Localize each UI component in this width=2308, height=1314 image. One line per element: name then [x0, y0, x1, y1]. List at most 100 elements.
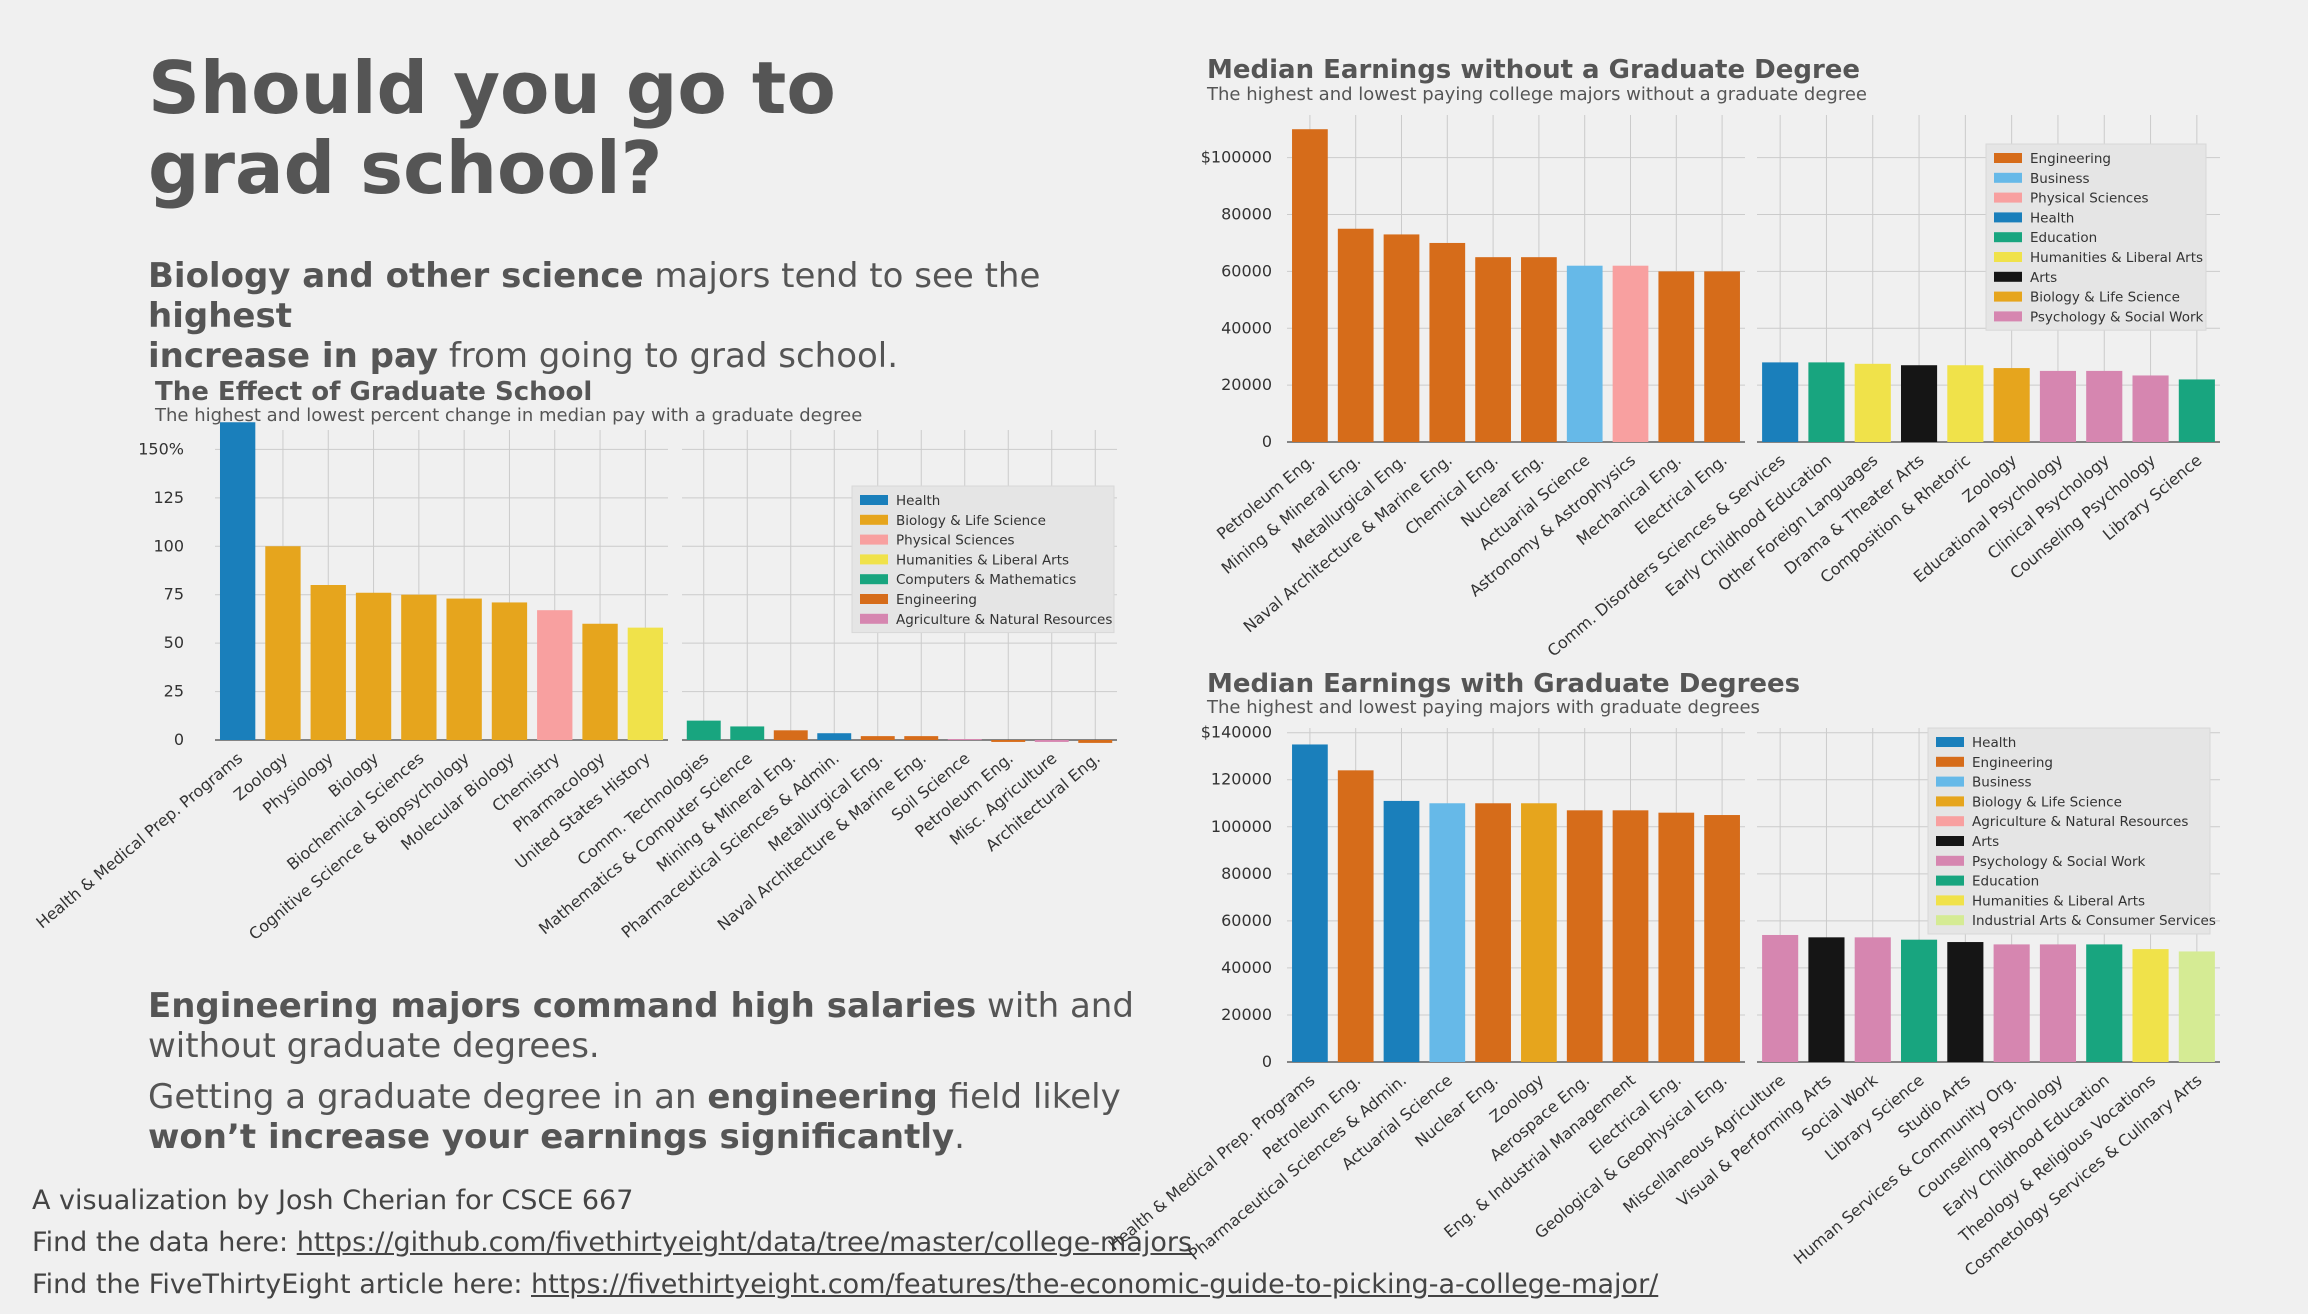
effect-bar [686, 720, 721, 740]
grad-bar [1900, 939, 1938, 1062]
nograd-subtitle: The highest and lowest paying college ma… [1206, 84, 1867, 105]
effect-legend-swatch [860, 495, 888, 505]
nograd-legend-label: Psychology & Social Work [2030, 309, 2204, 325]
nograd-bar [2132, 375, 2169, 442]
grad-legend-swatch [1936, 796, 1964, 807]
p1-text-1: majors tend to see the [643, 256, 1041, 296]
nograd-ytick-label: 20000 [1221, 375, 1272, 394]
grad-ytick-label: 80000 [1221, 864, 1272, 883]
effect-legend-swatch [860, 574, 888, 585]
nograd-ytick-label: 80000 [1221, 205, 1272, 224]
grad-bar [1854, 937, 1891, 1062]
nograd-legend-label: Arts [2030, 270, 2057, 286]
grad-ytick-label: $140000 [1201, 723, 1272, 742]
paragraph-engineering: Engineering majors command high salaries… [148, 986, 1148, 1066]
footer-data-line: Find the data here: https://github.com/f… [32, 1227, 1192, 1258]
nograd-legend-label: Engineering [2030, 151, 2111, 167]
grad-legend-label: Humanities & Liberal Arts [1972, 893, 2145, 909]
grad-ytick-label: 20000 [1221, 1005, 1272, 1024]
p1-text-2: from going to grad school. [438, 336, 899, 376]
nograd-legend-swatch [1994, 172, 2022, 183]
p3-bold-2: won’t increase your earnings significant… [148, 1117, 955, 1157]
footer-article-line: Find the FiveThirtyEight article here: h… [32, 1269, 1658, 1300]
grad-legend-label: Engineering [1972, 755, 2053, 771]
grad-ytick-label: 100000 [1211, 817, 1272, 836]
grad-bar [1337, 770, 1374, 1062]
effect-bar [991, 740, 1026, 742]
p2-bold-1: Engineering majors command high salaries [148, 986, 977, 1026]
effect-bar [219, 422, 256, 740]
nograd-bar [1383, 234, 1420, 442]
grad-title: Median Earnings with Graduate Degrees [1207, 669, 1800, 699]
grad-ytick-label: 0 [1262, 1052, 1272, 1071]
nograd-ytick-label: 0 [1262, 432, 1272, 451]
footer-article-prefix: Find the FiveThirtyEight article here: [32, 1269, 531, 1300]
nograd-legend-label: Physical Sciences [2030, 191, 2149, 207]
nograd-bar [2178, 379, 2215, 442]
nograd-legend-swatch [1994, 311, 2022, 322]
nograd-bar [1762, 362, 1799, 442]
effect-legend-label: Health [896, 493, 940, 509]
nograd-legend-box [1985, 143, 2207, 331]
nograd-legend-label: Education [2030, 230, 2097, 246]
footer-data-prefix: Find the data here: [32, 1227, 297, 1258]
nograd-legend-swatch [1994, 232, 2022, 243]
p2-text-1: with and [976, 986, 1134, 1026]
effect-legend-swatch [860, 514, 888, 525]
effect-bar [904, 736, 939, 740]
p1-bold-2: highest [148, 296, 292, 336]
effect-legend-label: Humanities & Liberal Arts [896, 552, 1069, 568]
grad-bar [1947, 942, 1984, 1062]
nograd-legend-swatch [1994, 153, 2022, 163]
grad-legend-label: Business [1972, 775, 2032, 791]
grad-subtitle: The highest and lowest paying majors wit… [1206, 697, 1760, 718]
grad-bar [1566, 810, 1603, 1062]
effect-ytick-label: 50 [164, 633, 184, 652]
data-link[interactable]: https://github.com/fivethirtyeight/data/… [296, 1227, 1193, 1258]
effect-legend-swatch [860, 594, 888, 604]
grad-ytick-label: 120000 [1211, 770, 1272, 789]
grad-bar [1762, 934, 1799, 1062]
nograd-legend-label: Humanities & Liberal Arts [2030, 250, 2203, 266]
nograd-title: Median Earnings without a Graduate Degre… [1207, 55, 1860, 85]
effect-ytick-label: 25 [164, 682, 184, 701]
grad-legend-swatch [1936, 895, 1964, 906]
nograd-bar [1429, 242, 1466, 442]
effect-bar [1078, 740, 1113, 743]
effect-xtick-label: Health & Medical Prep. Programs [32, 749, 246, 933]
p1-bold-1: Biology and other science [148, 256, 644, 296]
effect-subtitle: The highest and lowest percent change in… [154, 405, 862, 426]
effect-bar [537, 610, 573, 740]
nograd-bar [1808, 362, 1845, 442]
nograd-bar [1900, 365, 1938, 442]
nograd-legend-swatch [1994, 252, 2022, 262]
nograd-bar [1947, 365, 1984, 442]
grad-ytick-label: 40000 [1221, 958, 1272, 977]
article-link[interactable]: https://fivethirtyeight.com/features/the… [531, 1269, 1659, 1300]
grad-bar [1704, 815, 1740, 1062]
nograd-bar [1854, 363, 1891, 442]
headline-line-2: grad school? [148, 126, 663, 210]
grad-legend-swatch [1936, 875, 1964, 886]
p3-text-3: . [954, 1117, 965, 1157]
grad-legend-swatch [1936, 737, 1964, 747]
effect-legend-swatch [860, 534, 888, 545]
grad-legend-swatch [1936, 816, 1964, 827]
grad-bar [2132, 949, 2169, 1062]
grad-bar [1808, 937, 1845, 1062]
effect-legend-swatch [860, 613, 888, 624]
p3-text-1: Getting a graduate degree in an [148, 1077, 708, 1117]
effect-legend-label: Physical Sciences [896, 533, 1015, 549]
p3-bold-1: engineering [707, 1077, 938, 1117]
nograd-legend-swatch [1994, 291, 2022, 302]
nograd-bar [1993, 368, 2030, 442]
effect-legend-box [851, 485, 1115, 634]
grad-legend-label: Biology & Life Science [1972, 794, 2122, 810]
effect-bar [265, 546, 301, 740]
grad-legend-box [1927, 727, 2211, 935]
effect-bar [401, 594, 437, 740]
grad-bar [1383, 800, 1420, 1062]
effect-ytick-label: 150% [138, 439, 184, 458]
